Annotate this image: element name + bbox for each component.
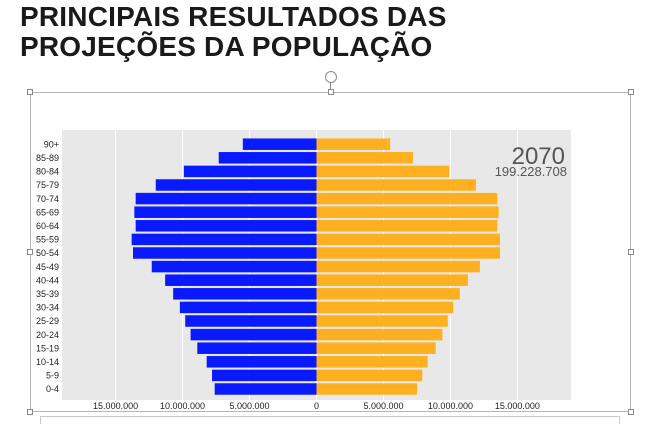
age-label-65-69: 65-69 — [36, 207, 59, 217]
age-label-45-49: 45-49 — [36, 262, 59, 272]
age-label-75-79: 75-79 — [36, 180, 59, 190]
resize-handle-top[interactable] — [328, 89, 334, 95]
age-label-30-34: 30-34 — [36, 303, 59, 313]
bar-right-60-64 — [316, 220, 498, 232]
bar-left-45-49 — [151, 260, 317, 273]
bar-left-60-64 — [135, 220, 317, 232]
bar-right-70-74 — [316, 192, 498, 205]
age-label-15-19: 15-19 — [36, 343, 59, 353]
x-tick-label-3: 0 — [314, 401, 319, 411]
x-tick-label-0: 15.000.000 — [93, 401, 138, 411]
bar-left-30-34 — [179, 301, 317, 314]
bar-right-35-39 — [316, 288, 460, 300]
bar-left-90+ — [242, 138, 317, 150]
bar-left-35-39 — [173, 288, 317, 300]
x-tick-label-5: 10.000.000 — [428, 401, 473, 411]
total-population-annotation: 199.228.708 — [495, 164, 567, 179]
right-bars — [316, 138, 501, 395]
bar-left-20-24 — [190, 328, 317, 341]
bar-right-0-4 — [316, 383, 417, 395]
bar-right-50-54 — [316, 247, 501, 259]
rotate-stem — [330, 83, 331, 92]
rotate-handle-icon[interactable] — [325, 71, 337, 83]
bar-left-85-89 — [218, 152, 317, 164]
x-tick-label-2: 5.000.000 — [230, 401, 270, 411]
resize-handle-bottom-left[interactable] — [27, 409, 33, 415]
bar-right-10-14 — [316, 356, 428, 368]
bar-left-15-19 — [197, 342, 317, 354]
age-label-40-44: 40-44 — [36, 275, 59, 285]
bar-right-65-69 — [316, 206, 499, 218]
x-tick-label-6: 15.000.000 — [495, 401, 540, 411]
bar-left-55-59 — [131, 233, 317, 246]
bar-right-5-9 — [316, 369, 423, 382]
age-group-labels: 0-4 5-9 10-14 15-19 20-24 25-29 30-34 35-39 40-4… — [36, 139, 59, 394]
title-line-1: PRINCIPAIS RESULTADOS DAS — [20, 1, 447, 32]
bar-left-5-9 — [212, 369, 317, 382]
age-label-70-74: 70-74 — [36, 194, 59, 204]
resize-handle-left[interactable] — [27, 249, 33, 255]
bar-left-65-69 — [134, 206, 317, 218]
bar-left-75-79 — [155, 179, 317, 191]
age-label-55-59: 55-59 — [36, 235, 59, 245]
title-line-2: PROJEÇÕES DA POPULAÇÃO — [20, 31, 433, 62]
age-label-85-89: 85-89 — [36, 153, 59, 163]
bar-left-40-44 — [165, 274, 317, 286]
bar-right-80-84 — [316, 165, 450, 178]
age-label-60-64: 60-64 — [36, 221, 59, 231]
bar-right-25-29 — [316, 315, 448, 327]
left-bars — [131, 138, 317, 395]
bar-right-55-59 — [316, 233, 501, 246]
age-label-35-39: 35-39 — [36, 289, 59, 299]
age-label-80-84: 80-84 — [36, 167, 59, 177]
age-label-20-24: 20-24 — [36, 330, 59, 340]
age-label-25-29: 25-29 — [36, 316, 59, 326]
bar-right-90+ — [316, 138, 391, 150]
bar-right-45-49 — [316, 260, 480, 273]
slide-title: PRINCIPAIS RESULTADOS DAS PROJEÇÕES DA P… — [20, 2, 447, 62]
age-label-0-4: 0-4 — [46, 384, 59, 394]
bar-left-50-54 — [132, 247, 317, 259]
year-annotation: 2070 — [512, 143, 565, 170]
bar-right-20-24 — [316, 328, 443, 341]
resize-handle-bottom-right[interactable] — [628, 409, 634, 415]
bar-left-25-29 — [185, 315, 317, 327]
bar-left-80-84 — [183, 165, 317, 178]
bar-right-85-89 — [316, 152, 413, 164]
bar-left-0-4 — [214, 383, 317, 395]
x-tick-labels: 15.000.000 10.000.000 5.000.000 0 5.000.000 1… — [93, 401, 540, 411]
age-label-90+: 90+ — [44, 139, 59, 149]
age-label-5-9: 5-9 — [46, 371, 59, 381]
resize-handle-right[interactable] — [628, 249, 634, 255]
bar-left-10-14 — [206, 356, 317, 368]
x-tick-label-1: 10.000.000 — [160, 401, 205, 411]
bar-right-75-79 — [316, 179, 476, 191]
resize-handle-top-right[interactable] — [628, 89, 634, 95]
bottom-toolbar-edge — [40, 416, 620, 424]
age-label-10-14: 10-14 — [36, 357, 59, 367]
resize-handle-top-left[interactable] — [27, 89, 33, 95]
bar-left-70-74 — [135, 192, 317, 205]
bar-right-40-44 — [316, 274, 468, 286]
bar-right-15-19 — [316, 342, 436, 354]
bar-right-30-34 — [316, 301, 454, 314]
age-label-50-54: 50-54 — [36, 248, 59, 258]
x-tick-label-4: 5.000.000 — [363, 401, 403, 411]
